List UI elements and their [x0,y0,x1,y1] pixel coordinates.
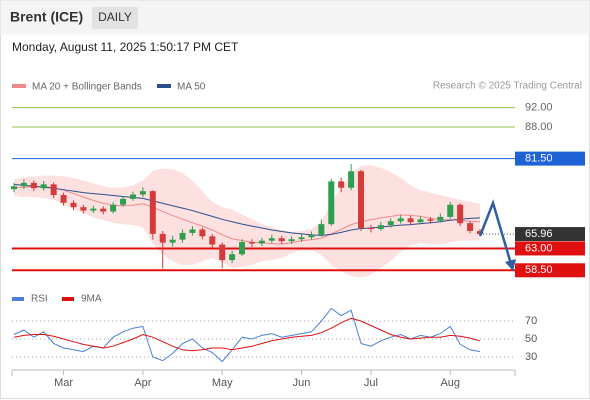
ma-line [13,186,481,245]
title: Brent (ICE) [10,9,83,25]
x-tick-label: Aug [440,377,460,389]
candle-body [169,239,176,243]
level-label: 81.50 [525,153,553,165]
candle-body [387,221,394,226]
candle-body [209,236,216,245]
candle-body [30,182,37,189]
candle-body [377,225,384,230]
candle-body [278,238,285,242]
x-tick-label: May [212,377,233,389]
candle-body [159,233,166,243]
candle-body [189,229,196,233]
candle-body [129,194,136,199]
candle-body [397,218,404,222]
forecast-arrow [478,199,513,265]
x-tick-label: Mar [54,377,73,389]
level-label: 58.50 [525,264,553,276]
x-tick-label: Jul [364,377,378,389]
candle-body [348,171,355,188]
level-label: 88.00 [525,121,553,133]
header-bar [0,0,590,35]
legend-label: 9MA [81,294,102,305]
timestamp: Monday, August 11, 2025 1:50:17 PM CET [12,40,239,54]
candle-body [120,198,127,205]
candle-body [50,184,57,196]
y-tick-label: 30 [525,351,537,363]
candle-body [20,182,27,187]
candle-body [60,195,67,203]
candle-body [338,181,345,188]
legend-label: RSI [31,294,48,305]
ma-line [13,183,481,236]
legend-label: MA 20 + Bollinger Bands [32,82,142,93]
candle-body [229,254,236,261]
candle-body [139,191,146,195]
y-tick-label: 70 [525,315,537,327]
candle-body [248,242,255,244]
candle-body [110,204,117,212]
candle-body [199,229,206,237]
level-box [515,227,585,242]
level-label: 65.96 [525,228,553,240]
candle-body [239,242,246,255]
legend-swatch [62,297,74,301]
candle-body [11,186,17,190]
candle-body [407,218,414,223]
candle-body [457,204,464,224]
candle-body [467,223,474,231]
candle-body [417,219,424,223]
arrow-head [505,259,516,271]
candle-body [308,234,315,238]
candle-body [70,202,77,208]
level-box [515,241,585,256]
candle-body [90,208,97,211]
candle-body [100,208,107,212]
period: DAILY [98,10,132,24]
period-badge [92,7,138,29]
candle-body [447,204,454,217]
candle-body [179,232,186,240]
candle-body [288,239,295,242]
candle-body [367,228,374,230]
rsi-panel: RSI 9MA 30 50 70 [12,294,537,363]
x-tick-label: Jun [293,377,311,389]
legend-label: MA 50 [177,82,206,93]
candle-body [258,240,265,244]
level-label: 63.00 [525,242,553,254]
credit: Research © 2025 Trading Central [433,81,582,92]
candle-body [477,230,483,235]
candle-body [298,237,305,240]
candle-body [268,238,275,241]
candle-body [358,171,365,229]
level-label: 92.00 [525,102,553,114]
price-panel: MA 20 + Bollinger Bands MA 50 92.00 88.00 81… [11,82,585,389]
candle-body [219,244,226,261]
legend-swatch [12,84,26,88]
x-tick-label: Apr [134,377,151,389]
legend-swatch [157,84,171,88]
candle-body [427,219,434,221]
candle-body [80,207,87,211]
candle-body [149,191,156,234]
candle-body [437,216,444,221]
y-tick-label: 50 [525,333,537,345]
rsi-line [13,307,481,363]
candle-body [328,181,335,225]
candle-body [40,184,47,189]
rsi-line [13,317,481,352]
candle-body [318,224,325,235]
level-box [515,151,585,166]
legend-swatch [12,297,24,301]
level-box [515,263,585,278]
